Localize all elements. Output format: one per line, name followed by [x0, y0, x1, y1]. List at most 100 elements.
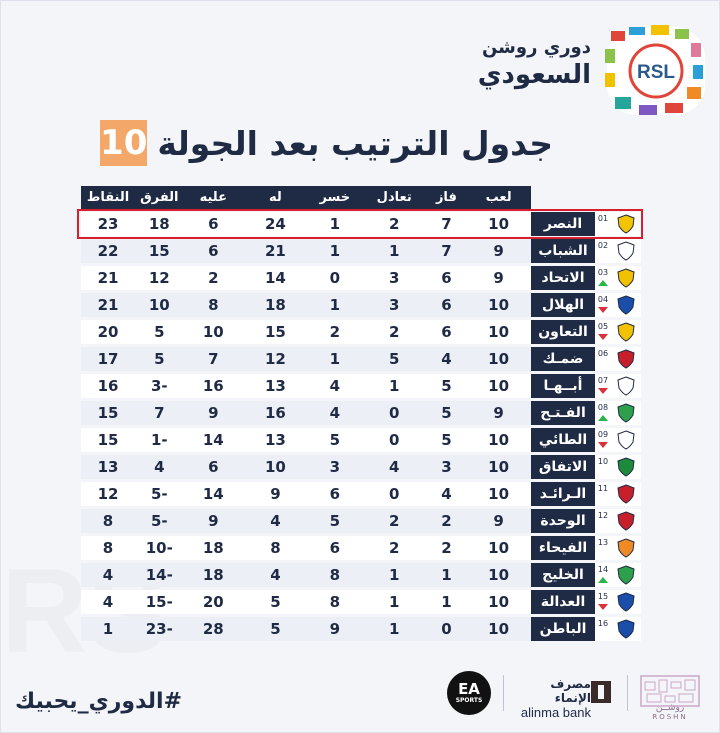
- stat-lost: 5: [329, 512, 341, 530]
- alinma-english: alinma bank: [520, 705, 591, 720]
- header-lost: خسر: [319, 190, 351, 205]
- stat-won: 6: [441, 269, 452, 287]
- stat-played: 10: [488, 593, 510, 611]
- stat-against: 18: [202, 539, 224, 557]
- rank-cell: 14: [595, 563, 611, 587]
- stat-draw: 4: [388, 458, 400, 476]
- team-logo-cell: [611, 374, 641, 398]
- team-name: الفيحاء: [531, 536, 595, 560]
- stat-won: 7: [441, 215, 452, 233]
- team-logo-cell: [611, 401, 641, 425]
- stat-won: 6: [441, 323, 452, 341]
- stat-points: 16: [97, 377, 119, 395]
- rank-number: 03: [597, 268, 609, 277]
- ea-sub-text: SPORTS: [455, 697, 483, 704]
- stat-played: 10: [488, 485, 510, 503]
- stat-against: 18: [202, 566, 224, 584]
- team-crest-icon: [617, 511, 635, 531]
- rank-cell: 06: [595, 347, 611, 371]
- stat-points: 15: [97, 431, 119, 449]
- team-stats: 10 3 4 3 10 6 4 13: [81, 455, 531, 479]
- stat-against: 20: [202, 593, 224, 611]
- stat-lost: 1: [329, 242, 341, 260]
- stat-for: 8: [270, 539, 281, 557]
- stat-draw: 5: [388, 350, 400, 368]
- team-crest-icon: [617, 322, 635, 342]
- team-stats: 9 6 3 0 14 2 12 21: [81, 266, 531, 290]
- ea-main-text: EA: [458, 680, 480, 698]
- stat-lost: 4: [329, 377, 341, 395]
- stat-for: 21: [264, 242, 286, 260]
- header-won: فاز: [435, 190, 457, 205]
- stat-lost: 6: [329, 539, 341, 557]
- header-draw: تعادل: [376, 190, 412, 205]
- rank-number: 14: [597, 565, 609, 574]
- stat-draw: 3: [388, 296, 400, 314]
- rank-cell: 03: [595, 266, 611, 290]
- stat-played: 10: [488, 620, 510, 638]
- stat-points: 8: [102, 539, 114, 557]
- stat-diff: 15: [148, 242, 170, 260]
- stat-against: 9: [208, 512, 219, 530]
- stat-diff: 5-: [150, 485, 168, 503]
- table-row: 08 الفـتـح 9 5 0 4 16 9 7 15: [81, 401, 641, 425]
- stat-draw: 3: [388, 269, 400, 287]
- svg-text:RSL: RSL: [637, 62, 675, 83]
- stat-for: 16: [264, 404, 286, 422]
- table-row: 05 التعاون 10 6 2 2 15 10 5 20: [81, 320, 641, 344]
- team-stats: 10 6 2 2 15 10 5 20: [81, 320, 531, 344]
- stat-for: 10: [264, 458, 286, 476]
- team-stats: 9 5 0 4 16 9 7 15: [81, 401, 531, 425]
- stat-lost: 1: [329, 350, 341, 368]
- stat-diff: 10-: [145, 539, 173, 557]
- table-row: 01 النصر 10 7 2 1 24 6 18 23: [81, 212, 641, 236]
- alinma-arabic: مصرف الإنماء: [550, 677, 591, 705]
- stat-for: 5: [270, 593, 281, 611]
- team-logo-cell: [611, 509, 641, 533]
- team-logo-cell: [611, 428, 641, 452]
- header-for: له: [269, 190, 282, 205]
- team-name: أبــهـا: [531, 374, 595, 398]
- team-crest-icon: [617, 295, 635, 315]
- team-logo-cell: [611, 590, 641, 614]
- stat-points: 4: [102, 566, 114, 584]
- stat-for: 4: [270, 512, 281, 530]
- league-name-line1: دوري روشن: [481, 37, 591, 58]
- team-name: العدالة: [531, 590, 595, 614]
- team-logo-cell: [611, 347, 641, 371]
- stat-draw: 1: [388, 377, 400, 395]
- ea-sports-logo: EA SPORTS: [447, 671, 491, 715]
- team-name: النصر: [531, 212, 595, 236]
- team-crest-icon: [617, 538, 635, 558]
- table-row: 06 ضمـك 10 4 5 1 12 7 5 17: [81, 347, 641, 371]
- stat-lost: 1: [329, 215, 341, 233]
- rank-number: 11: [597, 484, 609, 493]
- stat-draw: 0: [388, 431, 400, 449]
- stat-points: 1: [102, 620, 114, 638]
- stat-for: 12: [264, 350, 286, 368]
- team-logo-cell: [611, 293, 641, 317]
- rank-number: 07: [597, 376, 609, 385]
- trend-up-icon: [598, 415, 608, 421]
- stat-played: 10: [488, 377, 510, 395]
- stat-diff: 5-: [150, 512, 168, 530]
- stat-points: 21: [97, 269, 119, 287]
- round-badge: 10: [100, 120, 148, 166]
- table-row: 13 الفيحاء 10 2 2 6 8 18 10- 8: [81, 536, 641, 560]
- title-text: جدول الترتيب بعد الجولة: [157, 123, 553, 163]
- sponsors-bar: EA SPORTS مصرف الإنماء alinma bank روشــ…: [441, 665, 713, 721]
- team-crest-icon: [617, 214, 635, 234]
- stat-draw: 2: [388, 323, 400, 341]
- table-row: 09 الطائي 10 5 0 5 13 14 1- 15: [81, 428, 641, 452]
- stat-won: 1: [441, 566, 452, 584]
- stat-lost: 4: [329, 404, 341, 422]
- stat-draw: 0: [388, 485, 400, 503]
- rank-number: 09: [597, 430, 609, 439]
- stat-for: 14: [264, 269, 286, 287]
- stat-diff: 12: [148, 269, 170, 287]
- rank-number: 05: [597, 322, 609, 331]
- stat-points: 22: [97, 242, 119, 260]
- team-logo-cell: [611, 266, 641, 290]
- stat-won: 4: [441, 485, 452, 503]
- stat-diff: 14-: [145, 566, 173, 584]
